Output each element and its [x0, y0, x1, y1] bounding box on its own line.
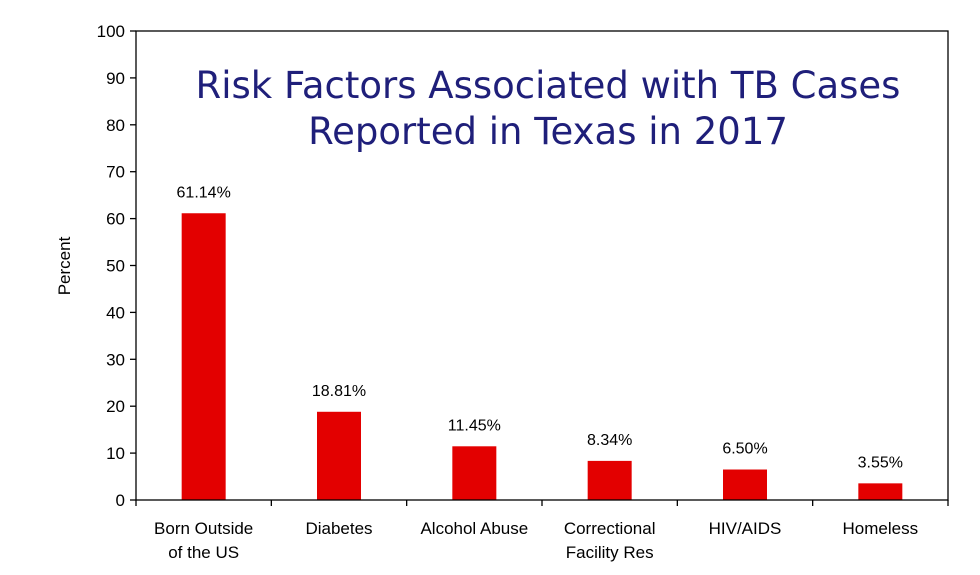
data-label: 18.81%	[312, 383, 366, 400]
y-tick-label: 60	[106, 210, 125, 229]
x-tick-label: Homeless	[843, 519, 919, 538]
y-tick-label: 90	[106, 69, 125, 88]
y-tick-label: 100	[97, 22, 125, 41]
y-axis: 0 10 20 30 40 50 60 70 80 90 100	[97, 22, 136, 510]
chart-title: Risk Factors Associated with TB CasesRep…	[196, 64, 901, 153]
chart-title-line: Risk Factors Associated with TB Cases	[196, 64, 901, 107]
chart-title-line: Reported in Texas in 2017	[308, 110, 788, 153]
x-tick-label: Correctional	[564, 519, 656, 538]
bar	[858, 483, 903, 500]
x-tick-label: Born Outside	[154, 519, 253, 538]
x-axis: Born Outside of the US Diabetes Alcohol Abu…	[135, 500, 949, 562]
y-tick-label: 80	[106, 116, 125, 135]
plot-border	[135, 30, 949, 501]
bar	[587, 460, 632, 500]
data-labels: 61.14% 18.81% 11.45% 8.34% 6.50% 3.55%	[177, 184, 903, 471]
data-label: 61.14%	[177, 184, 231, 201]
bar	[723, 469, 767, 500]
y-tick-label: 30	[106, 350, 125, 369]
x-tick-label: Diabetes	[305, 519, 372, 538]
bar	[452, 446, 497, 500]
y-axis-title: Percent	[55, 236, 74, 295]
x-tick-label: Alcohol Abuse	[420, 519, 528, 538]
bar	[317, 411, 361, 500]
data-label: 6.50%	[722, 441, 767, 458]
y-tick-label: 50	[106, 257, 125, 276]
x-tick-label: Facility Res	[566, 543, 654, 562]
y-tick-label: 10	[106, 444, 125, 463]
bars	[181, 213, 903, 500]
data-label: 8.34%	[587, 432, 632, 449]
bar	[181, 213, 226, 500]
x-tick-label: of the US	[168, 543, 239, 562]
y-tick-label: 0	[116, 491, 125, 510]
data-label: 3.55%	[858, 454, 903, 471]
data-label: 11.45%	[448, 417, 501, 434]
x-tick-label: HIV/AIDS	[709, 519, 782, 538]
y-tick-label: 20	[106, 397, 125, 416]
y-tick-label: 40	[106, 303, 125, 322]
plot-frame	[135, 30, 949, 501]
y-tick-label: 70	[106, 163, 125, 182]
